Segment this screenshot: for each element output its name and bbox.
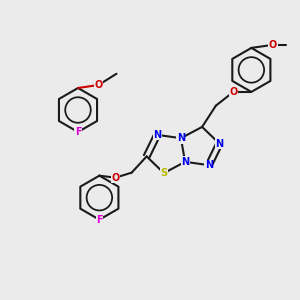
Text: N: N bbox=[153, 130, 161, 140]
Text: N: N bbox=[205, 160, 213, 170]
Text: O: O bbox=[94, 80, 103, 90]
Text: F: F bbox=[96, 215, 103, 225]
Text: N: N bbox=[215, 139, 223, 148]
Text: O: O bbox=[111, 173, 119, 183]
Text: N: N bbox=[177, 133, 185, 143]
Text: N: N bbox=[181, 157, 189, 167]
Text: F: F bbox=[75, 127, 81, 137]
Text: O: O bbox=[229, 87, 238, 97]
Text: S: S bbox=[160, 168, 167, 178]
Text: O: O bbox=[269, 40, 277, 50]
